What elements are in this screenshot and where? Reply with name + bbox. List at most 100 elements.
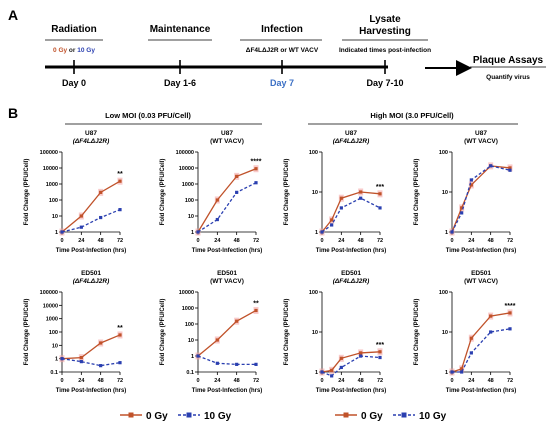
y-tick-label: 1 <box>315 370 318 376</box>
chart-title-cell: ED501 <box>341 270 361 277</box>
x-tick-label: 48 <box>488 238 494 244</box>
data-point-10gy <box>359 196 363 200</box>
legend-low: 0 Gy 10 Gy <box>120 411 232 422</box>
group-high-title: High MOI (3.0 PFU/Cell) <box>370 111 454 120</box>
x-tick-label: 48 <box>358 378 364 384</box>
legend-low-ten-text: 10 Gy <box>204 411 232 422</box>
x-tick-label: 72 <box>117 378 123 384</box>
data-point-10gy <box>79 225 83 229</box>
quantify-virus: Quantify virus <box>486 74 530 81</box>
y-tick-label: 10000 <box>179 290 194 296</box>
significance-marker: ** <box>117 171 123 178</box>
y-axis-label: Fold Change (PFU/Cell) <box>284 159 290 226</box>
data-point-0gy <box>489 314 493 318</box>
y-tick-label: 1 <box>445 370 448 376</box>
group-low-title: Low MOI (0.03 PFU/Cell) <box>105 111 191 120</box>
x-axis-label: Time Post-Infection (hrs) <box>192 388 263 394</box>
step-maintenance-title: Maintenance <box>150 24 211 35</box>
x-tick-label: 24 <box>214 238 221 244</box>
y-tick-label: 1000 <box>46 317 58 323</box>
y-tick-label: 100 <box>49 198 58 204</box>
y-tick-label: 0.1 <box>50 370 58 376</box>
y-axis-label: Fold Change (PFU/Cell) <box>414 159 420 226</box>
data-point-0gy <box>118 333 122 337</box>
data-point-0gy <box>378 192 382 196</box>
y-tick-label: 100000 <box>176 150 194 156</box>
panel-a: A Radiation 0 Gy or 10 Gy Maintenance In… <box>8 7 546 88</box>
x-axis-label: Time Post-Infection (hrs) <box>446 388 517 394</box>
step-infection-title: Infection <box>261 24 303 35</box>
data-point-10gy <box>508 327 512 331</box>
x-axis-label: Time Post-Infection (hrs) <box>316 388 387 394</box>
y-tick-label: 100 <box>185 198 194 204</box>
data-point-0gy <box>330 368 334 372</box>
x-axis-label: Time Post-Infection (hrs) <box>316 248 387 254</box>
data-point-10gy <box>118 361 122 365</box>
significance-marker: *** <box>376 184 384 191</box>
x-tick-label: 24 <box>338 378 345 384</box>
data-point-10gy <box>330 223 334 227</box>
y-tick-label: 10000 <box>43 303 58 309</box>
data-point-0gy <box>378 350 382 354</box>
y-axis-label: Fold Change (PFU/Cell) <box>24 159 30 226</box>
data-point-0gy <box>460 367 464 371</box>
chart-title-virus: (ΔF4LΔJ2R) <box>333 138 370 145</box>
chart-title-cell: U87 <box>221 130 233 137</box>
step-harvest-title-2: Harvesting <box>359 26 411 37</box>
y-tick-label: 100000 <box>40 150 58 156</box>
x-tick-label: 72 <box>507 378 513 384</box>
y-tick-label: 1 <box>315 230 318 236</box>
data-point-10gy <box>489 330 493 334</box>
x-tick-label: 24 <box>214 378 221 384</box>
chart-title-virus: (WT VACV) <box>210 138 244 145</box>
significance-marker: ** <box>253 300 259 307</box>
virus-choice: ΔF4LΔJ2R or WT VACV <box>246 47 319 54</box>
x-tick-label: 24 <box>78 378 85 384</box>
day7-10-label: Day 7-10 <box>366 78 403 88</box>
chart-4: U87(WT VACV) 1 10 100 0 24 48 72 Time Post-Infec… <box>414 130 516 254</box>
dose-zero: 0 Gy <box>53 47 67 54</box>
series-line-10gy <box>321 355 381 377</box>
data-point-0gy <box>254 308 258 313</box>
chart-2: U87(WT VACV) 1 10 100 1000 10000 100000 0 24 48 72… <box>160 130 262 254</box>
x-tick-label: 48 <box>234 238 240 244</box>
legend-high: 0 Gy 10 Gy <box>335 411 447 422</box>
legend-high-ten-marker <box>401 412 407 418</box>
step-radiation-title: Radiation <box>51 24 97 35</box>
x-tick-label: 72 <box>253 238 259 244</box>
series-line-0gy <box>197 309 257 357</box>
x-tick-label: 72 <box>253 378 259 384</box>
series-line-10gy <box>197 182 257 233</box>
data-point-10gy <box>254 181 258 185</box>
y-tick-label: 1000 <box>182 306 194 312</box>
x-tick-label: 24 <box>468 378 475 384</box>
harvest-times: Indicated times post-infection <box>339 47 431 54</box>
data-point-0gy <box>79 214 83 218</box>
x-tick-label: 0 <box>320 378 323 384</box>
data-point-0gy <box>359 351 363 355</box>
x-tick-label: 48 <box>98 378 104 384</box>
day0-label: Day 0 <box>62 78 86 88</box>
y-tick-label: 10 <box>188 214 194 220</box>
y-tick-label: 10000 <box>179 166 194 172</box>
dose-ten: 10 Gy <box>77 47 95 54</box>
data-point-0gy <box>508 166 512 170</box>
x-axis-label: Time Post-Infection (hrs) <box>192 248 263 254</box>
chart-title-virus: (ΔF4LΔJ2R) <box>333 278 370 285</box>
x-tick-label: 72 <box>117 238 123 244</box>
series-line-0gy <box>61 334 121 360</box>
y-axis-label: Fold Change (PFU/Cell) <box>284 299 290 366</box>
x-tick-label: 72 <box>377 238 383 244</box>
data-point-10gy <box>339 365 343 370</box>
y-tick-label: 0.1 <box>186 370 194 376</box>
data-point-10gy <box>196 354 200 358</box>
y-tick-label: 1 <box>191 354 194 360</box>
dose-label: 0 Gy or 10 Gy <box>53 47 95 54</box>
data-point-0gy <box>460 206 464 210</box>
data-point-10gy <box>508 168 512 172</box>
data-point-10gy <box>460 211 464 215</box>
x-tick-label: 24 <box>338 238 345 244</box>
data-point-0gy <box>235 319 239 323</box>
y-tick-label: 10 <box>188 338 194 344</box>
data-point-10gy <box>215 217 219 222</box>
